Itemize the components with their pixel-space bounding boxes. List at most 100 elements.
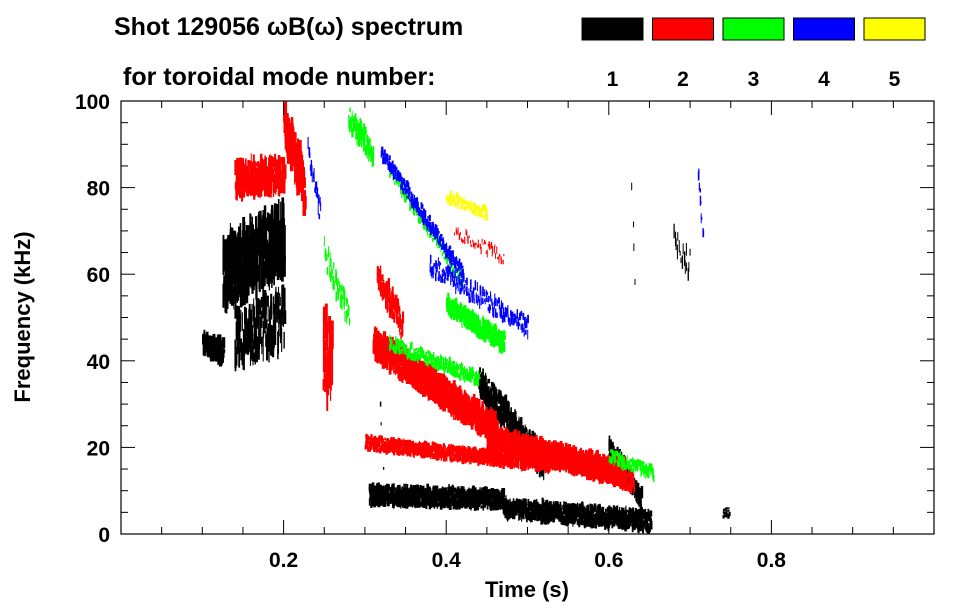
spectrum-stroke bbox=[438, 488, 442, 492]
spectrum-stroke bbox=[239, 175, 241, 188]
spectrum-stroke bbox=[491, 428, 494, 442]
spectrum-stroke bbox=[542, 506, 545, 513]
spectrum-stroke bbox=[478, 492, 480, 498]
spectrum-stroke bbox=[488, 411, 491, 423]
spectrum-stroke bbox=[453, 405, 456, 414]
spectrum-stroke bbox=[406, 484, 409, 494]
spectrum-stroke bbox=[414, 361, 416, 372]
spectrum-stroke bbox=[258, 299, 261, 315]
spectrum-stroke bbox=[562, 507, 566, 511]
spectrum-stroke bbox=[490, 424, 493, 432]
spectrum-stroke bbox=[413, 450, 415, 459]
spectrum-stroke bbox=[502, 412, 505, 426]
spectrum-stroke bbox=[491, 460, 494, 467]
spectrum-stroke bbox=[631, 509, 633, 518]
spectrum-stroke bbox=[564, 501, 567, 512]
spectrum-stroke bbox=[451, 401, 454, 409]
spectrum-stroke bbox=[243, 179, 245, 194]
spectrum-stroke bbox=[370, 434, 373, 442]
spectrum-stroke bbox=[509, 498, 511, 503]
spectrum-stroke bbox=[457, 446, 459, 451]
spectrum-stroke bbox=[252, 352, 256, 362]
legend-item-1: 1 bbox=[581, 17, 644, 91]
spectrum-stroke bbox=[507, 503, 511, 513]
spectrum-stroke bbox=[472, 416, 475, 426]
spectrum-stroke bbox=[389, 443, 391, 447]
spectrum-stroke bbox=[379, 435, 383, 442]
spectrum-stroke bbox=[419, 494, 422, 498]
spectrum-stroke bbox=[451, 404, 455, 415]
spectrum-stroke bbox=[269, 168, 271, 173]
spectrum-stroke bbox=[597, 510, 600, 519]
spectrum-stroke bbox=[680, 257, 682, 264]
spectrum-stroke bbox=[522, 425, 525, 436]
spectrum-stroke bbox=[612, 508, 614, 511]
spectrum-stroke bbox=[398, 367, 402, 382]
spectrum-stroke bbox=[395, 356, 399, 365]
spectrum-stroke bbox=[396, 439, 399, 443]
spectrum-stroke bbox=[604, 514, 607, 524]
spectrum-stroke bbox=[382, 439, 384, 443]
spectrum-stroke bbox=[420, 365, 423, 375]
spectrum-stroke bbox=[410, 374, 413, 386]
spectrum-stroke bbox=[254, 249, 256, 265]
spectrum-stroke bbox=[255, 264, 258, 300]
spectrum-stroke bbox=[502, 397, 505, 406]
spectrum-stroke bbox=[481, 453, 484, 461]
spectrum-stroke bbox=[642, 522, 645, 526]
spectrum-stroke bbox=[254, 168, 257, 184]
spectrum-stroke bbox=[421, 442, 424, 447]
spectrum-stroke bbox=[455, 453, 458, 457]
spectrum-stroke bbox=[228, 256, 230, 286]
spectrum-stroke bbox=[454, 499, 457, 508]
spectrum-stroke bbox=[598, 511, 601, 521]
spectrum-stroke bbox=[567, 508, 569, 515]
spectrum-stroke bbox=[587, 504, 590, 514]
spectrum-stroke bbox=[574, 518, 577, 523]
spectrum-stroke bbox=[492, 503, 495, 511]
spectrum-stroke bbox=[260, 233, 262, 245]
mode-1-band-1 bbox=[222, 197, 286, 314]
spectrum-stroke bbox=[378, 332, 382, 347]
spectrum-stroke bbox=[270, 204, 274, 236]
mode-1-band-8 bbox=[722, 507, 731, 519]
spectrum-stroke bbox=[483, 420, 486, 428]
spectrum-stroke bbox=[452, 451, 455, 457]
spectrum-stroke bbox=[396, 368, 398, 373]
spectrum-stroke bbox=[215, 355, 219, 362]
spectrum-stroke bbox=[470, 448, 472, 454]
spectrum-stroke bbox=[375, 327, 378, 338]
spectrum-stroke bbox=[461, 456, 464, 461]
spectrum-stroke bbox=[253, 174, 255, 185]
spectrum-stroke bbox=[728, 511, 731, 516]
spectrum-stroke bbox=[426, 377, 429, 390]
spectrum-stroke bbox=[456, 454, 459, 458]
spectrum-stroke bbox=[617, 512, 620, 519]
spectrum-stroke bbox=[450, 490, 455, 500]
spectrum-stroke bbox=[377, 266, 380, 273]
spectrum-stroke bbox=[459, 391, 462, 406]
spectrum-stroke bbox=[471, 485, 475, 496]
spectrum-stroke bbox=[286, 146, 289, 159]
spectrum-stroke bbox=[273, 304, 277, 331]
spectrum-stroke bbox=[275, 176, 277, 192]
spectrum-stroke bbox=[474, 457, 477, 463]
spectrum-stroke bbox=[393, 492, 395, 501]
spectrum-stroke bbox=[329, 342, 332, 361]
spectrum-stroke bbox=[386, 487, 388, 495]
spectrum-stroke bbox=[503, 509, 506, 516]
spectrum-stroke bbox=[251, 174, 255, 181]
spectrum-stroke bbox=[380, 485, 383, 494]
spectrum-stroke bbox=[277, 241, 280, 271]
spectrum-stroke bbox=[483, 488, 486, 498]
spectrum-stroke bbox=[519, 509, 522, 517]
spectrum-stroke bbox=[479, 487, 481, 494]
spectrum-stroke bbox=[464, 488, 466, 495]
spectrum-stroke bbox=[385, 346, 388, 351]
spectrum-stroke bbox=[406, 443, 408, 447]
spectrum-stroke bbox=[586, 505, 589, 509]
spectrum-stroke bbox=[444, 488, 447, 499]
spectrum-stroke bbox=[430, 452, 432, 460]
spectrum-stroke bbox=[212, 333, 216, 345]
spectrum-stroke bbox=[445, 487, 448, 496]
